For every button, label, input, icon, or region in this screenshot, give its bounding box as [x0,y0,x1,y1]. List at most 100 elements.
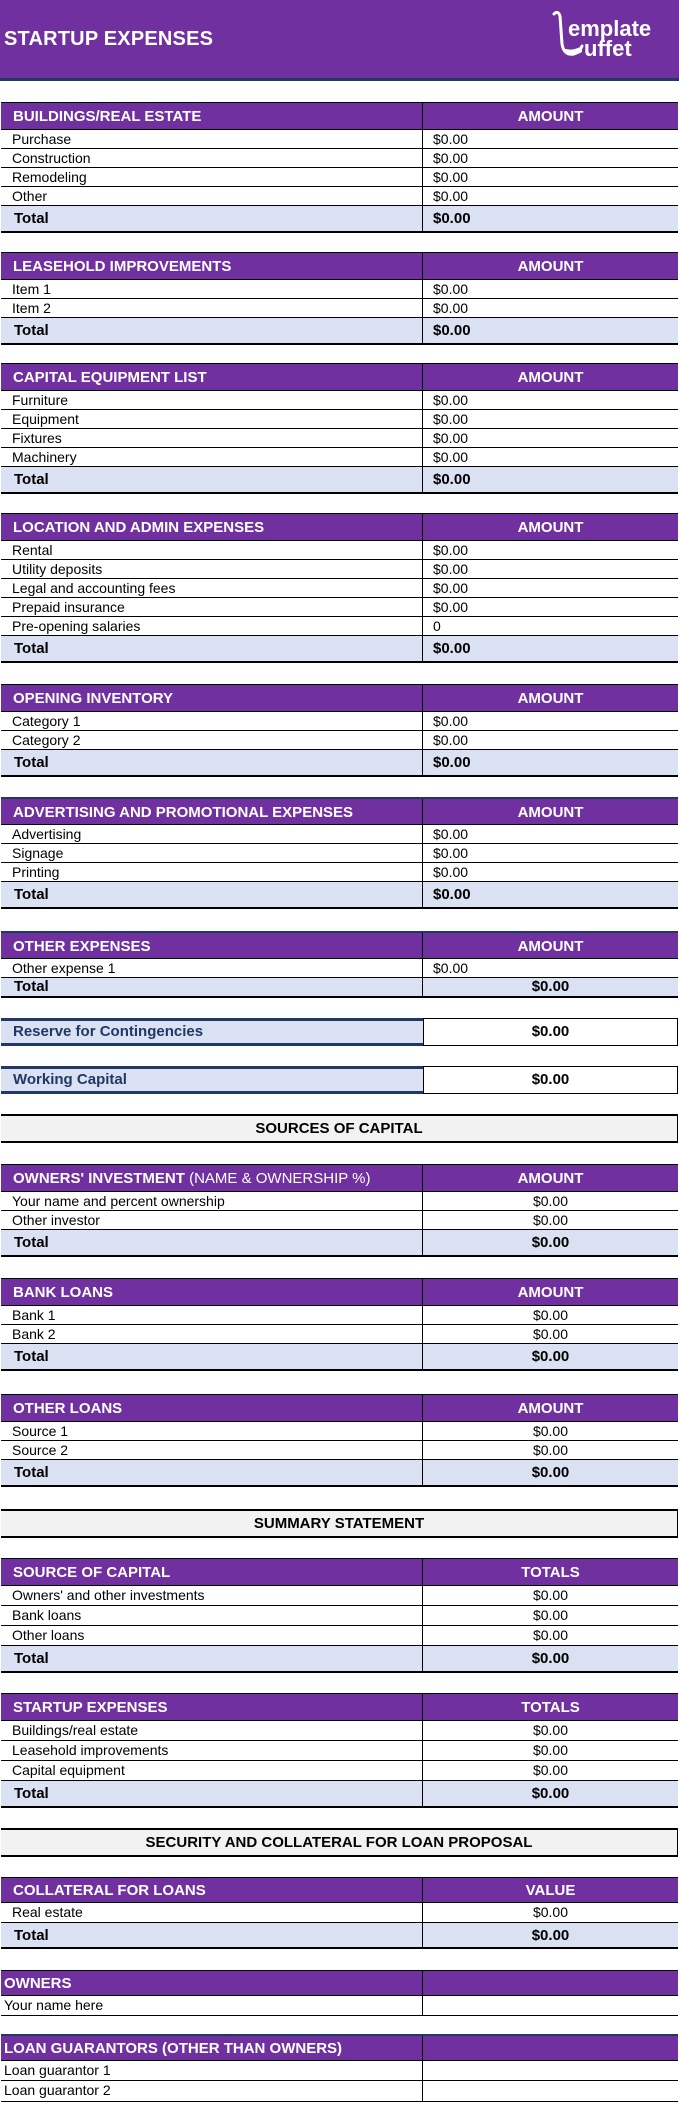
total-value[interactable]: $0.00 [531,1650,570,1667]
amount-cell[interactable]: $0.00 [532,1442,569,1458]
amount-cell[interactable]: $0.00 [433,169,469,185]
row-label[interactable]: Rental [1,541,423,559]
table-row[interactable]: Loan guarantor 2 [1,2081,678,2102]
amount-cell[interactable]: $0.00 [433,300,469,316]
row-label[interactable]: Other [1,187,423,205]
amount-cell[interactable]: $0.00 [433,392,469,408]
table-row[interactable]: Pre-opening salaries 0 [1,617,678,636]
amount-cell[interactable]: $0.00 [532,1904,569,1920]
table-row[interactable]: Utility deposits $0.00 [1,560,678,579]
total-value[interactable]: $0.00 [531,1927,570,1944]
row-label[interactable]: Remodeling [1,168,423,186]
amount-cell[interactable]: $0.00 [433,411,469,427]
table-row[interactable]: Capital equipment $0.00 [1,1761,678,1781]
row-label[interactable]: Category 2 [1,731,423,749]
table-row[interactable]: Other $0.00 [1,187,678,206]
total-value[interactable]: $0.00 [433,886,471,903]
table-row[interactable]: Rental $0.00 [1,541,678,560]
row-label[interactable]: Fixtures [1,429,423,447]
row-label[interactable]: Legal and accounting fees [1,579,423,597]
amount-cell[interactable]: $0.00 [433,131,469,147]
amount-cell[interactable]: $0.00 [433,826,469,842]
table-row[interactable]: Item 2 $0.00 [1,299,678,318]
table-row[interactable]: Construction $0.00 [1,149,678,168]
amount-cell[interactable]: $0.00 [433,542,469,558]
row-label[interactable]: Loan guarantor 1 [1,2061,423,2080]
amount-cell[interactable]: $0.00 [532,1326,569,1342]
table-row[interactable]: Source 1 $0.00 [1,1422,678,1441]
table-row[interactable]: Purchase $0.00 [1,130,678,149]
amount-cell[interactable]: $0.00 [433,150,469,166]
amount-cell[interactable]: $0.00 [433,960,469,976]
table-row[interactable]: Printing $0.00 [1,863,678,882]
row-label[interactable]: Printing [1,863,423,881]
table-row[interactable]: Your name here [1,1996,678,2016]
amount-cell[interactable]: $0.00 [532,1423,569,1439]
amount-cell[interactable]: $0.00 [532,1307,569,1323]
row-label[interactable]: Construction [1,149,423,167]
row-label[interactable]: Your name here [1,1996,423,2015]
table-row[interactable]: Legal and accounting fees $0.00 [1,579,678,598]
row-label[interactable]: Advertising [1,825,423,843]
amount-cell[interactable]: $0.00 [532,1212,569,1228]
row-label[interactable]: Prepaid insurance [1,598,423,616]
amount-cell[interactable]: $0.00 [433,864,469,880]
amount-cell[interactable]: $0.00 [433,449,469,465]
amount-cell[interactable]: $0.00 [433,845,469,861]
amount-cell[interactable]: $0.00 [433,713,469,729]
total-value[interactable]: $0.00 [531,1234,570,1251]
table-row[interactable]: Buildings/real estate $0.00 [1,1721,678,1741]
row-label[interactable]: Source 2 [1,1441,423,1459]
amount-cell[interactable]: $0.00 [433,599,469,615]
table-row[interactable]: Prepaid insurance $0.00 [1,598,678,617]
value-cell[interactable] [423,2081,678,2101]
row-label[interactable]: Bank 2 [1,1325,423,1343]
table-row[interactable]: Real estate $0.00 [1,1903,678,1923]
total-value[interactable]: $0.00 [531,1348,570,1365]
value-cell[interactable] [423,2061,678,2080]
table-row[interactable]: Remodeling $0.00 [1,168,678,187]
table-row[interactable]: Source 2 $0.00 [1,1441,678,1460]
table-row[interactable]: Item 1 $0.00 [1,280,678,299]
amount-cell[interactable]: $0.00 [433,580,469,596]
row-label[interactable]: Machinery [1,448,423,466]
total-value[interactable]: $0.00 [531,1464,570,1481]
row-label[interactable]: Signage [1,844,423,862]
total-value[interactable]: $0.00 [531,1785,570,1802]
table-row[interactable]: Other investor $0.00 [1,1211,678,1230]
row-label[interactable]: Other investor [1,1211,423,1229]
total-value[interactable]: $0.00 [433,754,471,771]
table-row[interactable]: Bank loans $0.00 [1,1606,678,1626]
amount-cell[interactable]: $0.00 [433,430,469,446]
total-value[interactable]: $0.00 [433,210,471,227]
reserve-value[interactable]: $0.00 [423,1018,678,1046]
table-row[interactable]: Furniture $0.00 [1,391,678,410]
row-label[interactable]: Item 2 [1,299,423,317]
table-row[interactable]: Advertising $0.00 [1,825,678,844]
amount-cell[interactable]: $0.00 [433,188,469,204]
table-row[interactable]: Fixtures $0.00 [1,429,678,448]
amount-cell[interactable]: $0.00 [433,561,469,577]
row-label[interactable]: Furniture [1,391,423,409]
total-value[interactable]: $0.00 [433,640,471,657]
table-row[interactable]: Other loans $0.00 [1,1626,678,1646]
amount-cell[interactable]: $0.00 [433,732,469,748]
row-label[interactable]: Pre-opening salaries [1,617,423,635]
table-row[interactable]: Leasehold improvements $0.00 [1,1741,678,1761]
table-row[interactable]: Bank 1 $0.00 [1,1306,678,1325]
table-row[interactable]: Signage $0.00 [1,844,678,863]
total-value[interactable]: $0.00 [531,978,570,995]
total-value[interactable]: $0.00 [433,471,471,488]
row-label[interactable]: Category 1 [1,712,423,730]
row-label[interactable]: Your name and percent ownership [1,1192,423,1210]
total-value[interactable]: $0.00 [433,322,471,339]
row-label[interactable]: Loan guarantor 2 [1,2081,423,2101]
table-row[interactable]: Category 2 $0.00 [1,731,678,750]
amount-cell[interactable]: 0 [433,618,441,634]
table-row[interactable]: Equipment $0.00 [1,410,678,429]
table-row[interactable]: Your name and percent ownership $0.00 [1,1192,678,1211]
row-label[interactable]: Equipment [1,410,423,428]
table-row[interactable]: Loan guarantor 1 [1,2061,678,2081]
value-cell[interactable] [423,1996,678,2015]
table-row[interactable]: Owners' and other investments $0.00 [1,1586,678,1606]
